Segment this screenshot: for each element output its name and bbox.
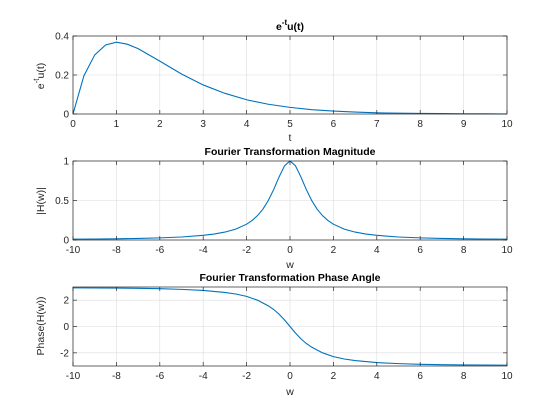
phase-xtick-label: 10 [501,371,513,382]
time-domain-xtick-label: 5 [287,119,293,130]
time-domain-xtick-label: 3 [200,119,206,130]
magnitude-xtick-label: 10 [501,245,513,256]
phase-plot-area: -10 -8 -6 -4 -2 0 2 4 6 8 10 -2 0 2 [60,286,513,382]
magnitude-xtick-label: -8 [112,245,121,256]
phase-panel: -10 -8 -6 -4 -2 0 2 4 6 8 10 -2 0 2 Fourier Transform… [35,272,513,398]
time-domain-ylabel: e-tu(t) [32,63,47,89]
time-domain-xtick-label: 2 [157,119,163,130]
time-domain-ytick-label: 0 [63,110,69,121]
phase-title: Fourier Transformation Phase Angle [199,272,380,284]
magnitude-xlabel: w [285,259,294,271]
phase-xtick-label: 8 [461,371,467,382]
phase-series-line [72,287,508,366]
time-domain-xtick-label: 10 [501,119,513,130]
phase-xtick-label: 0 [287,371,293,382]
magnitude-xtick-label: -4 [199,245,208,256]
magnitude-xtick-label: 4 [374,245,380,256]
time-domain-xlabel: t [289,132,292,144]
time-domain-xtick-label: 9 [461,119,467,130]
magnitude-xtick-label: 0 [287,245,293,256]
phase-ylabel: Phase(H(w)) [35,297,47,356]
phase-xtick-label: 6 [417,371,423,382]
magnitude-panel: -10 -8 -6 -4 -2 0 2 4 6 8 10 0 0.5 1 Fourier Transfor… [35,146,513,271]
phase-xtick-label: 4 [374,371,380,382]
time-domain-xtick-label: 4 [244,119,250,130]
phase-ytick-label: 2 [63,296,69,307]
time-domain-plot-area: 0 1 2 3 4 5 6 7 8 9 10 0 0.2 0.4 [55,32,513,131]
phase-xtick-label: -4 [199,371,208,382]
magnitude-plot-area: -10 -8 -6 -4 -2 0 2 4 6 8 10 0 0.5 1 [55,157,513,257]
phase-xtick-label: 2 [331,371,337,382]
phase-xlabel: w [285,386,294,398]
phase-xtick-label: -10 [66,371,81,382]
phase-ytick-label: 0 [63,322,69,333]
magnitude-ytick-label: 0 [63,236,69,247]
magnitude-ytick-label: 1 [63,157,69,168]
time-domain-ytick-label: 0.4 [55,32,69,43]
phase-xtick-label: -8 [112,371,121,382]
time-domain-panel: 0 1 2 3 4 5 6 7 8 9 10 0 0.2 0.4 e-tu(t) t e-tu(t) [32,18,513,144]
phase-xtick-label: -6 [155,371,164,382]
time-domain-xtick-label: 8 [417,119,423,130]
phase-ytick-label: -2 [60,348,69,359]
time-domain-series-line [72,41,508,115]
magnitude-ytick-label: 0.5 [55,196,69,207]
magnitude-xtick-label: -6 [155,245,164,256]
magnitude-xtick-label: -2 [242,245,251,256]
time-domain-xtick-label: 6 [331,119,337,130]
magnitude-xtick-label: 2 [331,245,337,256]
magnitude-ylabel: |H(w)| [35,187,47,215]
time-domain-xtick-label: 1 [114,119,120,130]
magnitude-xtick-label: 6 [417,245,423,256]
time-domain-xtick-label: 7 [374,119,380,130]
time-domain-xtick-label: 0 [70,119,76,130]
magnitude-xtick-label: 8 [461,245,467,256]
time-domain-ytick-label: 0.2 [55,71,69,82]
phase-xtick-label: -2 [242,371,251,382]
magnitude-xtick-label: -10 [66,245,81,256]
time-domain-title: e-tu(t) [276,18,304,33]
magnitude-title: Fourier Transformation Magnitude [205,146,376,158]
